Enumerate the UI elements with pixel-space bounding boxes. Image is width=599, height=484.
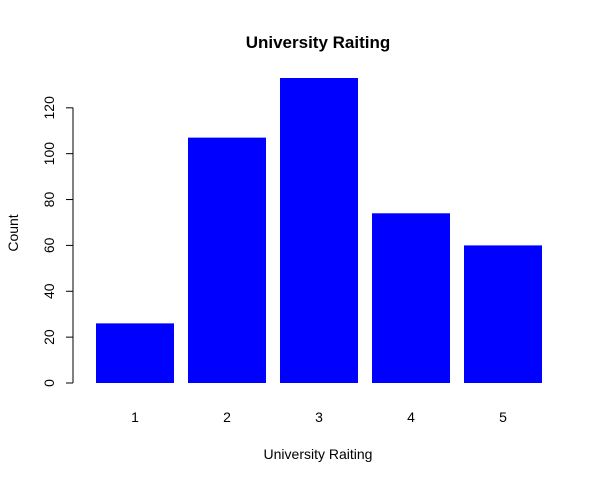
y-tick-label: 80 (41, 192, 57, 208)
x-tick-label: 2 (223, 409, 231, 425)
x-tick-label: 4 (407, 409, 415, 425)
y-tick-label: 0 (41, 379, 57, 387)
y-tick-label: 100 (41, 142, 57, 166)
x-tick-label: 3 (315, 409, 323, 425)
bar-1 (96, 323, 174, 383)
bar-2 (188, 137, 266, 383)
x-tick-label: 5 (499, 409, 507, 425)
bars-group (96, 78, 542, 383)
x-tick-label: 1 (131, 409, 139, 425)
bar-3 (280, 78, 358, 383)
y-tick-label: 20 (41, 329, 57, 345)
x-tick-labels: 1 2 3 4 5 (131, 409, 507, 425)
y-axis: 0 20 40 60 80 100 120 (41, 96, 74, 387)
x-axis-label: University Raiting (264, 446, 373, 462)
y-tick-label: 60 (41, 237, 57, 253)
y-axis-label: Count (5, 214, 21, 251)
y-tick-label: 120 (41, 96, 57, 120)
chart-title: University Raiting (246, 33, 391, 52)
y-tick-label: 40 (41, 283, 57, 299)
bar-4 (372, 213, 450, 383)
bar-5 (464, 245, 542, 383)
